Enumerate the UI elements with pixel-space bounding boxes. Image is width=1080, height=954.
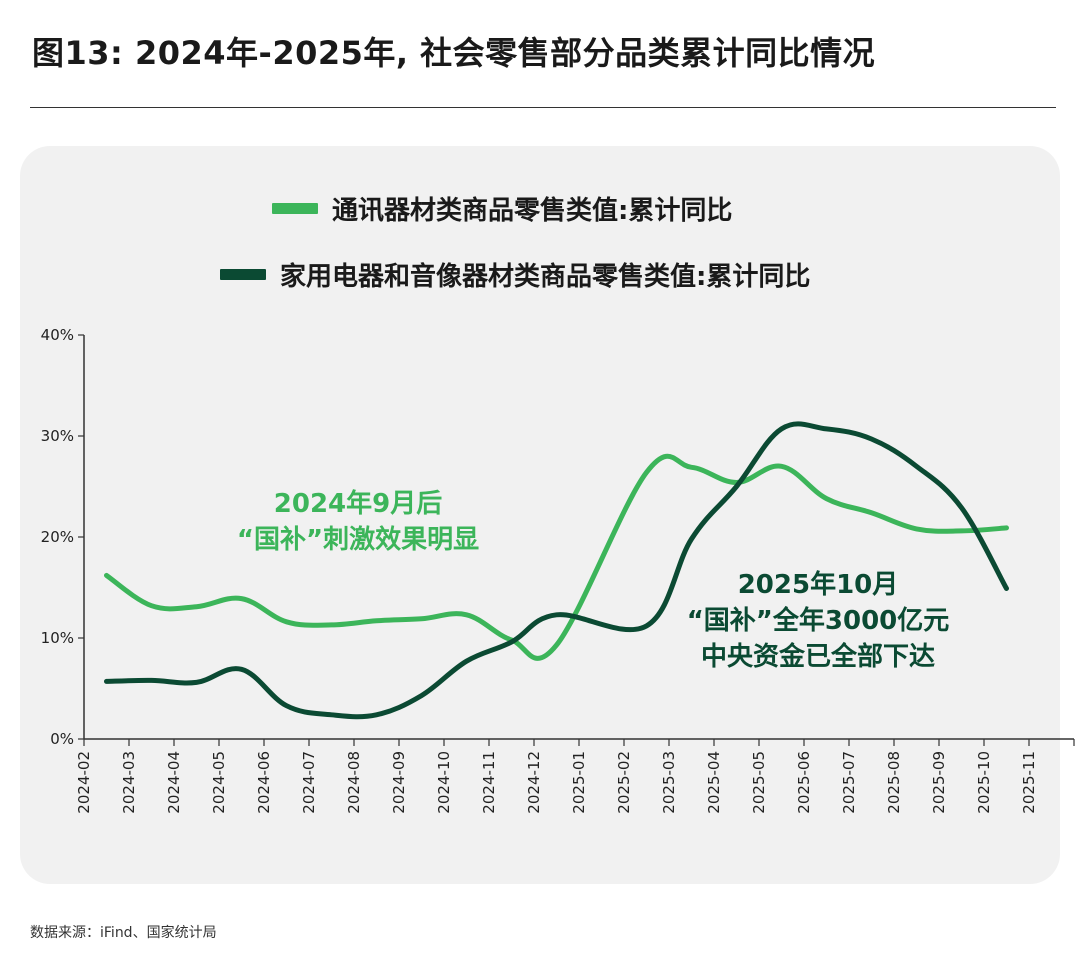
y-tick-label: 20% [41, 528, 74, 546]
x-tick-label: 2024-08 [345, 751, 363, 814]
x-tick-label: 2025-09 [930, 751, 948, 814]
x-tick-label: 2025-06 [795, 751, 813, 814]
annotation-2-line-3: 中央资金已全部下达 [701, 641, 935, 672]
annotation-1-line-1: 2024年9月后 [274, 488, 442, 519]
legend-item-series1: 通讯器材类商品零售类值:累计同比 [272, 190, 732, 227]
x-tick-label: 2025-05 [750, 751, 768, 814]
x-axis-ticks: 2024-02 2024-03 2024-04 2024-05 2024-06 2024-… [75, 739, 1075, 814]
x-tick-label: 2025-10 [975, 751, 993, 814]
annotation-2-line-1: 2025年10月 [738, 569, 899, 600]
x-tick-label: 2025-07 [840, 751, 858, 814]
legend-label-series2: 家用电器和音像器材类商品零售类值:累计同比 [280, 262, 811, 292]
series-lines [104, 421, 1009, 720]
chart-annotations: 2024年9月后 “国补”刺激效果明显 2025年10月 “国补”全年3000亿元中央… [237, 488, 949, 672]
y-axis-ticks: 0% 10% 20% 30% 40% [41, 326, 84, 748]
x-tick-label: 2024-10 [435, 751, 453, 814]
x-tick-label: 2024-06 [255, 751, 273, 814]
legend-label-series1: 通讯器材类商品零售类值:累计同比 [332, 196, 733, 226]
x-tick-label: 2025-04 [705, 751, 723, 814]
x-tick-label: 2024-05 [210, 751, 228, 814]
annotation-1-line-2: “国补”刺激效果明显 [237, 524, 479, 555]
x-tick-label: 2025-01 [570, 751, 588, 814]
series-line-1 [104, 453, 1009, 661]
annotation-2-line-2: “国补”全年3000亿元 [687, 605, 950, 636]
source-note: 数据来源：iFind、国家统计局 [30, 925, 217, 941]
legend-swatch-series2 [220, 269, 266, 280]
series-line-2 [104, 421, 1009, 720]
legend-swatch-series1 [272, 203, 318, 214]
x-tick-label: 2024-11 [480, 751, 498, 814]
legend-item-series2: 家用电器和音像器材类商品零售类值:累计同比 [220, 256, 810, 293]
chart-title: 图13: 2024年-2025年, 社会零售部分品类累计同比情况 [32, 34, 876, 72]
chart-axes [83, 335, 1074, 740]
title-divider [30, 107, 1056, 108]
x-tick-label: 2024-12 [525, 751, 543, 814]
y-tick-label: 0% [50, 730, 74, 748]
x-tick-label: 2024-09 [390, 751, 408, 814]
x-tick-label: 2024-02 [75, 751, 93, 814]
x-tick-label: 2025-02 [615, 751, 633, 814]
x-tick-label: 2024-07 [300, 751, 318, 814]
y-tick-label: 30% [41, 427, 74, 445]
x-tick-label: 2025-11 [1020, 751, 1038, 814]
x-tick-label: 2024-04 [165, 751, 183, 814]
chart-card [20, 146, 1060, 884]
x-tick-label: 2024-03 [120, 751, 138, 814]
y-tick-label: 40% [41, 326, 74, 344]
x-tick-label: 2025-03 [660, 751, 678, 814]
y-tick-label: 10% [41, 629, 74, 647]
x-tick-label: 2025-08 [885, 751, 903, 814]
